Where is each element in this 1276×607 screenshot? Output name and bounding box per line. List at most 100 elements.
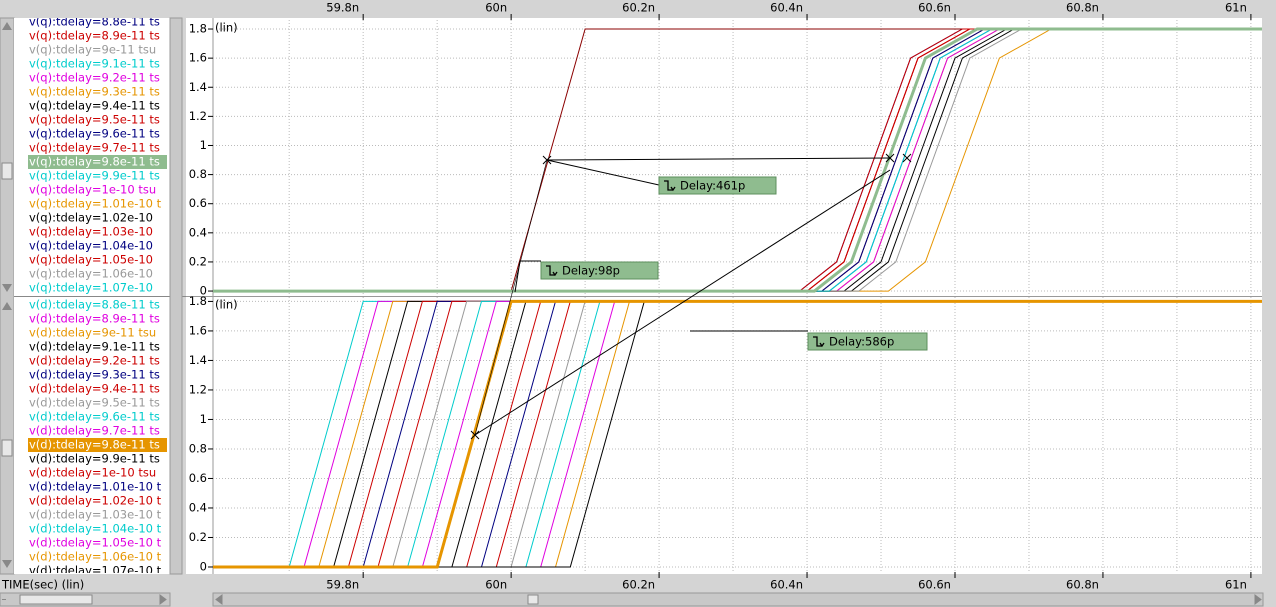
legend-entry[interactable]: v(q):tdelay=1.03e-10: [29, 225, 153, 239]
y-tick-label: 1.4: [189, 353, 207, 367]
legend-highlight[interactable]: [28, 155, 168, 169]
legend-entry[interactable]: v(q):tdelay=1.01e-10 t: [29, 197, 162, 211]
annotation-box[interactable]: [658, 176, 777, 195]
y-tick-label: 1.6: [189, 51, 207, 65]
x-tick-label: 61n: [1225, 578, 1247, 592]
legend-entry[interactable]: v(q):tdelay=9.5e-11 ts: [29, 113, 160, 127]
legend-entry[interactable]: v(d):tdelay=1.03e-10 t: [29, 508, 162, 522]
legend-entry[interactable]: v(q):tdelay=1e-10 tsu: [29, 183, 156, 197]
y-tick-label: 0.4: [189, 225, 207, 239]
y-tick-label: 1.8: [189, 22, 207, 36]
leader-line: [546, 157, 891, 161]
legend-entry[interactable]: v(d):tdelay=9e-11 tsu: [29, 326, 156, 340]
y-tick-label: 0.4: [189, 500, 207, 514]
y-tick-label: 0.8: [189, 441, 207, 455]
scale-label: (lin): [215, 21, 238, 35]
time-scroll-thumb[interactable]: [527, 594, 539, 605]
legend: v(q):tdelay=8.8e-11 tsv(q):tdelay=8.9e-1…: [28, 15, 168, 295]
y-tick-label: 1.2: [189, 382, 207, 396]
legend-entry[interactable]: v(d):tdelay=9.1e-11 ts: [29, 340, 160, 354]
legend-entry[interactable]: v(q):tdelay=8.9e-11 ts: [29, 29, 160, 43]
legend-entry[interactable]: v(q):tdelay=9.3e-11 ts: [29, 85, 160, 99]
y-tick-label: 0: [200, 284, 207, 298]
x-tick-label: 60.8n: [1066, 578, 1099, 592]
y-tick-label: 1.4: [189, 80, 207, 94]
x-tick-label: 60.6n: [918, 1, 951, 15]
y-tick-label: 1.8: [189, 294, 207, 308]
legend-entry[interactable]: v(q):tdelay=1.05e-10: [29, 253, 153, 267]
legend-entry[interactable]: v(d):tdelay=1.02e-10 t: [29, 494, 162, 508]
legend-entry[interactable]: v(d):tdelay=9.4e-11 ts: [29, 382, 160, 396]
leader-line: [474, 169, 891, 436]
legend-entry[interactable]: v(d):tdelay=9.8e-11 ts: [29, 438, 160, 452]
x-tick-label: 60.2n: [622, 1, 655, 15]
legend-entry[interactable]: v(q):tdelay=1.06e-10: [29, 267, 153, 281]
legend-entry[interactable]: v(d):tdelay=1.01e-10 t: [29, 480, 162, 494]
legend-entry[interactable]: v(d):tdelay=1.05e-10 t: [29, 536, 162, 550]
legend-entry[interactable]: v(q):tdelay=9.6e-11 ts: [29, 127, 160, 141]
legend-entry[interactable]: v(q):tdelay=9.2e-11 ts: [29, 71, 160, 85]
y-tick-label: 1: [200, 138, 207, 152]
x-axis-label: TIME(sec) (lin): [1, 578, 84, 592]
x-tick-label: 59.8n: [326, 578, 359, 592]
legend-entry[interactable]: v(d):tdelay=1.06e-10 t: [29, 550, 162, 564]
scroll-arrows[interactable]: [2, 594, 1262, 605]
legend-entry[interactable]: v(q):tdelay=1.02e-10: [29, 211, 153, 225]
legend-entry[interactable]: v(d):tdelay=8.8e-11 ts: [29, 298, 160, 312]
legend-entry[interactable]: v(d):tdelay=9.3e-11 ts: [29, 368, 160, 382]
y-tick-label: 0: [200, 559, 207, 573]
legend-entry[interactable]: v(q):tdelay=8.8e-11 ts: [29, 15, 160, 29]
legend-entry[interactable]: v(d):tdelay=9.6e-11 ts: [29, 410, 160, 424]
leader-line: [514, 260, 541, 293]
x-tick-label: 59.8n: [326, 1, 359, 15]
y-tick-label: 1: [200, 412, 207, 426]
x-tick-label: 60.4n: [770, 578, 803, 592]
scroll-thumb[interactable]: [1, 439, 13, 457]
leader-line: [474, 159, 548, 436]
annotation-box[interactable]: [540, 261, 659, 280]
annotation-icon: [813, 336, 825, 348]
scroll-thumb[interactable]: [1, 162, 13, 180]
legend-entry[interactable]: v(d):tdelay=1.07e-10 t: [29, 564, 162, 578]
cursor-markers: [470, 153, 912, 440]
scale-label: (lin): [215, 298, 238, 312]
x-tick-label: 60.6n: [918, 578, 951, 592]
annotation-icon: [546, 265, 558, 277]
legend-entry[interactable]: v(d):tdelay=1e-10 tsu: [29, 466, 156, 480]
annotation-box[interactable]: [807, 332, 928, 351]
y-tick-label: 0.2: [189, 530, 207, 544]
legend-entry[interactable]: v(q):tdelay=9.1e-11 ts: [29, 57, 160, 71]
legend-entry[interactable]: v(q):tdelay=9.9e-11 ts: [29, 169, 160, 183]
plots: 0 0.2 0.4 0.6 0.8 1 1.2 1.4 1.6 1.8 (lin) 0 0.2 0.4 0.…: [189, 14, 1262, 578]
legend-entry[interactable]: v(q):tdelay=9.7e-11 ts: [29, 141, 160, 155]
y-tick-label: 0.2: [189, 254, 207, 268]
annotation-text: Delay:461p: [680, 179, 745, 193]
top-axis-bar: [0, 0, 1276, 18]
legend-entry[interactable]: v(d):tdelay=8.9e-11 ts: [29, 312, 160, 326]
h-scroll-thumb[interactable]: [19, 594, 93, 605]
x-tick-label: 61n: [1225, 1, 1247, 15]
x-tick-label: 60.4n: [770, 1, 803, 15]
legend-scrollbar[interactable]: [0, 17, 15, 575]
leader-line: [546, 159, 660, 186]
legend-entry[interactable]: v(d):tdelay=9.2e-11 ts: [29, 354, 160, 368]
legend-entry[interactable]: v(d):tdelay=9.7e-11 ts: [29, 424, 160, 438]
legend-entry[interactable]: v(d):tdelay=9.9e-11 ts: [29, 452, 160, 466]
splitter[interactable]: [169, 17, 183, 575]
legend-entry[interactable]: v(q):tdelay=9.4e-11 ts: [29, 99, 160, 113]
annotation-text: Delay:586p: [829, 335, 894, 349]
legend-entry[interactable]: v(q):tdelay=9.8e-11 ts: [29, 155, 160, 169]
y-tick-label: 0.6: [189, 196, 207, 210]
annotation-text: Delay:98p: [562, 264, 620, 278]
legend-entry[interactable]: v(q):tdelay=1.04e-10: [29, 239, 153, 253]
legend-entry[interactable]: v(q):tdelay=9e-11 tsu: [29, 43, 156, 57]
legend-entry[interactable]: v(d):tdelay=9.5e-11 ts: [29, 396, 160, 410]
legend-entry[interactable]: v(d):tdelay=1.04e-10 t: [29, 522, 162, 536]
time-scrollbar[interactable]: [212, 592, 1264, 607]
legend-entry[interactable]: v(q):tdelay=1.07e-10: [29, 281, 153, 295]
legend-highlight[interactable]: [28, 438, 168, 452]
y-tick-label: 1.6: [189, 323, 207, 337]
annotation-icon: [664, 180, 676, 192]
x-tick-label: 60n: [485, 578, 507, 592]
